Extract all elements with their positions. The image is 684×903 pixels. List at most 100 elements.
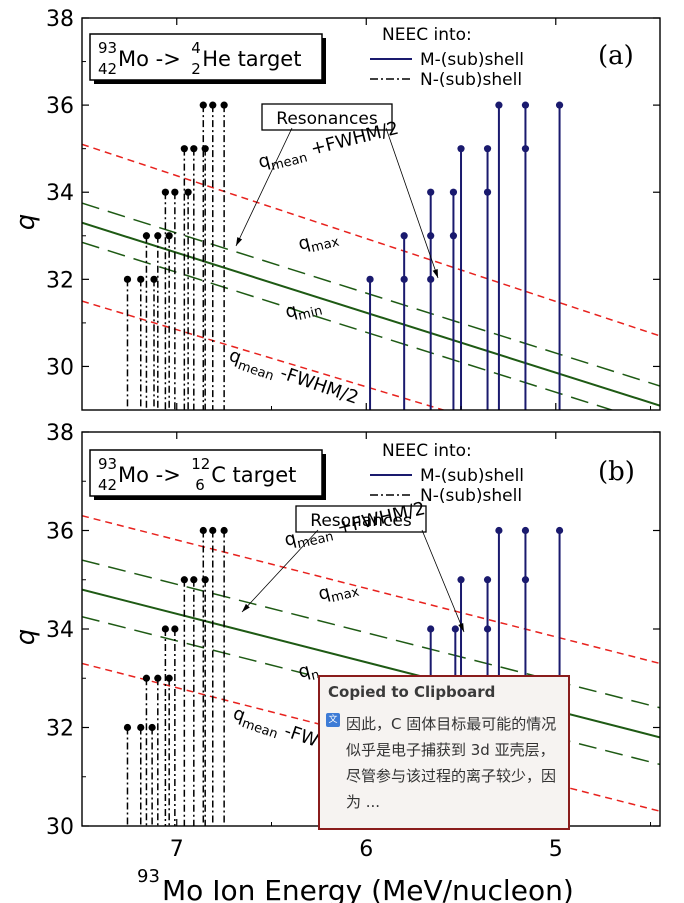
n-shell-point (199, 101, 207, 109)
panel-label: (a) (598, 41, 634, 71)
n-shell-point (137, 275, 145, 283)
m-shell-point (555, 526, 564, 535)
n-shell-point (220, 101, 228, 109)
m-shell-point (449, 188, 458, 196)
title-box (89, 33, 323, 81)
target-mass-number: 4 (191, 39, 201, 57)
legend-m-label: M-(sub)shell (420, 50, 524, 70)
legend-n-label: N-(sub)shell (420, 486, 522, 506)
curve-label-max: qmax (296, 225, 341, 259)
legend-title: NEEC into: (382, 25, 472, 45)
legend-m-label: M-(sub)shell (420, 466, 524, 486)
m-shell-point (457, 576, 465, 584)
arrow-head (242, 603, 250, 612)
y-tick-label: 30 (46, 815, 74, 840)
m-shell-point (521, 101, 530, 109)
resonances-label: Resonances (276, 109, 378, 129)
resonances-annotation: Resonances (235, 103, 439, 279)
n-shell-point (190, 576, 198, 584)
m-shell-point (483, 576, 492, 584)
target-atomic-number: 6 (195, 476, 205, 494)
arrow-head (458, 623, 464, 632)
arrow-head (236, 237, 243, 246)
clipboard-notification[interactable]: Copied to Clipboard 文 因此，C 固体目标最可能的情况似乎是… (318, 675, 570, 830)
n-shell-point (171, 188, 179, 196)
notification-title: Copied to Clipboard (328, 683, 496, 701)
projectile-label: Mo -> (118, 47, 181, 71)
m-shell-point (483, 188, 492, 196)
y-tick-label: 32 (46, 717, 74, 742)
mass-number: 93 (98, 39, 117, 57)
target-atomic-number: 2 (191, 60, 201, 78)
n-shell-point (123, 275, 132, 283)
m-shell-point (457, 145, 465, 153)
n-shell-point (180, 576, 188, 584)
n-shell-point (165, 232, 173, 240)
x-axis-label-sup: 93 (137, 866, 160, 887)
x-tick-label: 5 (549, 837, 563, 862)
atomic-number: 42 (98, 60, 117, 78)
n-shell-point (220, 526, 228, 535)
y-tick-label: 34 (46, 618, 74, 643)
resonance-arrow (241, 529, 319, 613)
m-shell-point (495, 526, 503, 535)
m-shell-point (521, 145, 530, 153)
resonances-label: Resonances (310, 511, 412, 531)
n-shell-point (154, 232, 162, 240)
m-shell-point (451, 625, 459, 633)
y-tick-label: 36 (46, 94, 74, 119)
x-axis-label: 93 Mo Ion Energy (MeV/nucleon) (137, 866, 574, 903)
n-shell-point (171, 625, 179, 633)
y-tick-label: 36 (46, 520, 74, 545)
x-axis-label-text: Mo Ion Energy (MeV/nucleon) (162, 874, 574, 903)
m-shell-point (427, 188, 435, 196)
n-shell-point (142, 674, 151, 682)
resonances-box (295, 505, 427, 533)
resonances-annotation: Resonances (241, 505, 465, 633)
n-shell-point (137, 723, 145, 732)
y-axis-label: q (11, 629, 41, 646)
legend-title: NEEC into: (382, 441, 472, 461)
atomic-number: 42 (98, 476, 117, 494)
m-shell-point (400, 232, 408, 240)
m-shell-point (495, 101, 503, 109)
n-shell-point (201, 576, 209, 584)
m-shell-point (427, 625, 435, 633)
projectile-label: Mo -> (118, 463, 181, 487)
legend-n-label: N-(sub)shell (420, 70, 522, 90)
n-shell-point (180, 145, 188, 153)
target-mass-number: 12 (191, 455, 210, 473)
curve-label-min: qn (296, 658, 321, 687)
m-shell-point (427, 232, 435, 240)
curve-upper (82, 514, 660, 665)
resonance-arrow (385, 127, 439, 279)
y-axis-label: q (11, 214, 41, 231)
n-shell-point (142, 232, 151, 240)
n-shell-point (165, 674, 173, 682)
x-tick-label: 7 (170, 837, 184, 862)
curve-label-max: qmax (316, 575, 361, 609)
y-tick-label: 34 (46, 181, 74, 206)
curve-label-lower: qmean -FW (229, 703, 321, 756)
y-tick-label: 38 (46, 421, 74, 446)
n-shell-point (209, 101, 217, 109)
translate-icon: 文 (326, 713, 340, 727)
y-tick-label: 30 (46, 355, 74, 380)
m-shell-point (427, 275, 435, 283)
y-tick-label: 32 (46, 268, 74, 293)
n-shell-point (148, 723, 156, 732)
m-shell-point (449, 232, 458, 240)
n-shell-point (184, 188, 192, 196)
plot-area (82, 101, 660, 410)
reaction-title: 93 42 Mo -> 12 6 C target (98, 455, 296, 494)
n-shell-point (123, 723, 132, 732)
panel-label: (b) (598, 457, 635, 487)
m-shell-point (521, 526, 530, 535)
n-shell-point (199, 526, 207, 535)
curve-upper (82, 143, 660, 337)
n-shell-point (201, 145, 209, 153)
